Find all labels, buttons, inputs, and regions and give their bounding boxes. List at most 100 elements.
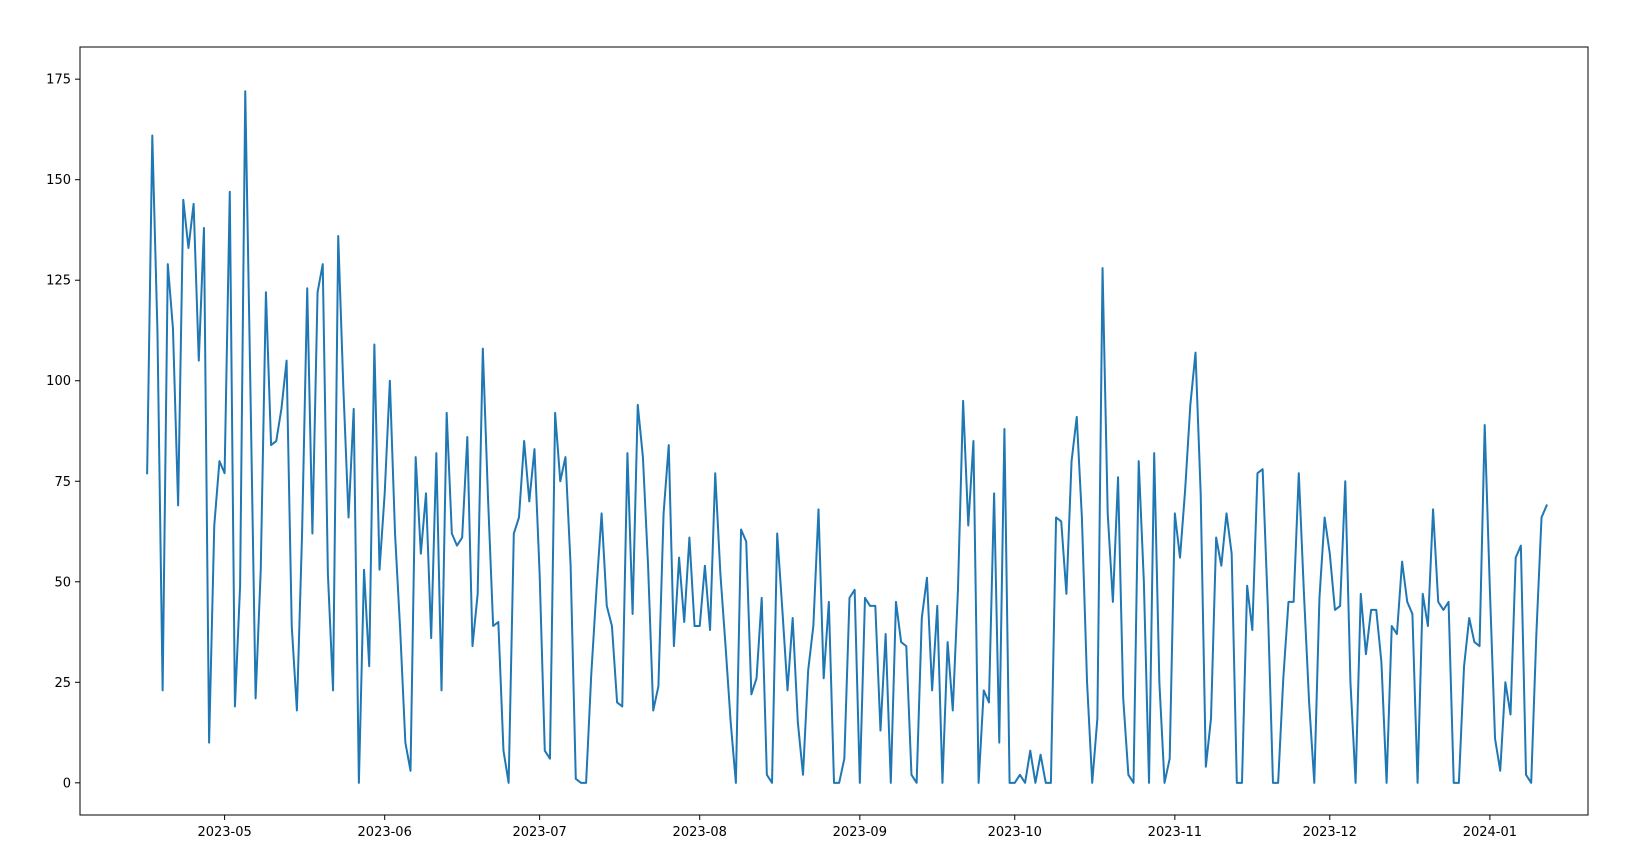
data-point xyxy=(632,613,634,615)
data-point xyxy=(1029,750,1031,752)
data-point xyxy=(606,605,608,607)
data-point xyxy=(482,348,484,350)
data-point xyxy=(916,782,918,784)
data-point xyxy=(1479,645,1481,647)
data-point xyxy=(993,492,995,494)
data-point xyxy=(554,412,556,414)
data-point xyxy=(410,770,412,772)
data-point xyxy=(1484,424,1486,426)
data-point xyxy=(208,742,210,744)
data-point xyxy=(415,456,417,458)
data-point xyxy=(905,645,907,647)
data-point xyxy=(957,589,959,591)
data-point xyxy=(1530,782,1532,784)
data-point xyxy=(503,750,505,752)
data-point xyxy=(678,557,680,559)
data-point xyxy=(497,621,499,623)
data-point xyxy=(859,782,861,784)
data-point xyxy=(286,360,288,362)
data-point xyxy=(828,601,830,603)
data-point xyxy=(1060,521,1062,523)
data-point xyxy=(389,380,391,382)
data-point xyxy=(394,533,396,535)
data-point xyxy=(694,625,696,627)
data-point xyxy=(1473,641,1475,643)
data-point xyxy=(570,565,572,567)
data-point xyxy=(988,702,990,704)
data-point xyxy=(1448,601,1450,603)
data-point xyxy=(1071,460,1073,462)
data-point xyxy=(234,706,236,708)
data-point xyxy=(1277,782,1279,784)
data-point xyxy=(895,601,897,603)
data-point xyxy=(1091,782,1093,784)
axes-frame xyxy=(79,46,1589,816)
data-point xyxy=(1262,468,1264,470)
x-tick-label: 2023-07 xyxy=(512,825,566,840)
data-point xyxy=(1293,601,1295,603)
data-point xyxy=(1081,517,1083,519)
data-point xyxy=(1189,404,1191,406)
data-point xyxy=(1437,601,1439,603)
data-point xyxy=(719,573,721,575)
data-point xyxy=(1282,677,1284,679)
data-point xyxy=(213,525,215,527)
data-point xyxy=(802,774,804,776)
data-point xyxy=(998,742,1000,744)
data-point xyxy=(1143,581,1145,583)
data-point xyxy=(167,263,169,265)
data-point xyxy=(1055,517,1057,519)
x-tick-label: 2023-08 xyxy=(673,825,727,840)
y-tick-label: 100 xyxy=(46,374,71,389)
data-point xyxy=(203,227,205,229)
data-point xyxy=(539,573,541,575)
data-point xyxy=(446,412,448,414)
data-point xyxy=(544,750,546,752)
data-point xyxy=(843,758,845,760)
data-point xyxy=(869,605,871,607)
data-point xyxy=(1050,782,1052,784)
data-point xyxy=(699,625,701,627)
data-point xyxy=(219,460,221,462)
data-point xyxy=(1045,782,1047,784)
data-point xyxy=(1076,416,1078,418)
data-point xyxy=(1391,625,1393,627)
data-point xyxy=(1014,782,1016,784)
data-point xyxy=(750,693,752,695)
x-tick-label: 2023-10 xyxy=(988,825,1042,840)
data-point xyxy=(580,782,582,784)
data-point xyxy=(1200,492,1202,494)
data-point xyxy=(766,774,768,776)
data-point xyxy=(1236,782,1238,784)
data-point xyxy=(1066,593,1068,595)
data-point xyxy=(849,597,851,599)
data-point xyxy=(1272,782,1274,784)
data-point xyxy=(1153,452,1155,454)
data-point xyxy=(942,782,944,784)
x-tick-label: 2023-11 xyxy=(1148,825,1202,840)
data-point xyxy=(838,782,840,784)
data-point xyxy=(255,697,257,699)
data-point xyxy=(1086,681,1088,683)
data-point xyxy=(611,625,613,627)
y-tick-label: 50 xyxy=(54,575,71,590)
data-point xyxy=(487,496,489,498)
data-point xyxy=(1308,702,1310,704)
data-point xyxy=(787,689,789,691)
data-point xyxy=(1009,782,1011,784)
data-point xyxy=(637,404,639,406)
data-point xyxy=(1024,782,1026,784)
data-point xyxy=(596,589,598,591)
data-point xyxy=(518,517,520,519)
data-point xyxy=(854,589,856,591)
data-point xyxy=(1329,553,1331,555)
data-point xyxy=(477,593,479,595)
data-point xyxy=(1298,472,1300,474)
data-point xyxy=(1535,633,1537,635)
data-point xyxy=(162,689,164,691)
data-point xyxy=(983,689,985,691)
data-point xyxy=(291,625,293,627)
data-point xyxy=(312,533,314,535)
data-point xyxy=(1386,782,1388,784)
data-point xyxy=(146,472,148,474)
